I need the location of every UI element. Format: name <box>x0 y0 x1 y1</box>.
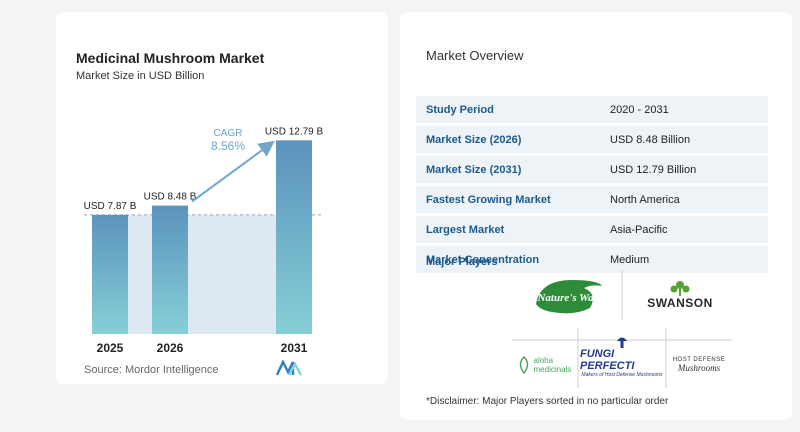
bar-2031 <box>276 140 312 334</box>
market-overview-panel: Market Overview Study Period 2020 - 2031… <box>400 12 792 420</box>
table-row: Fastest Growing Market North America <box>416 184 768 216</box>
table-row: Market Size (2031) USD 12.79 Billion <box>416 154 768 186</box>
row-label: Market Size (2026) <box>416 124 600 156</box>
aloha-medicinals-logo: aloha medicinals <box>514 348 576 382</box>
major-players-title: Major Players <box>426 256 498 268</box>
row-label: Market Size (2031) <box>416 154 600 186</box>
leaf-logo-icon <box>519 356 528 374</box>
fungi-perfecti-logo: FUNGI PERFECTI Makers of Host Defense Mu… <box>580 328 664 386</box>
leaf-logo-icon: Nature's Way <box>536 280 602 314</box>
table-row: Market Size (2026) USD 8.48 Billion <box>416 124 768 156</box>
bar-2025 <box>92 214 128 334</box>
row-label: Market Concentration <box>416 244 600 276</box>
table-row: Largest Market Asia-Pacific <box>416 214 768 246</box>
row-label: Study Period <box>416 96 600 126</box>
host-defense-name: HOST DEFENSE <box>672 357 726 363</box>
x-tick-2026: 2026 <box>157 341 184 355</box>
mordor-intelligence-logo-icon <box>276 360 302 376</box>
overview-title: Market Overview <box>426 48 524 63</box>
bar-2026 <box>152 205 188 334</box>
fungi-perfecti-name: FUNGI PERFECTI <box>580 348 635 372</box>
row-value: Medium <box>600 244 768 276</box>
row-value: North America <box>600 184 768 216</box>
mushroom-logo-icon <box>617 337 627 348</box>
disclaimer-text: *Disclaimer: Major Players sorted in no … <box>426 396 669 407</box>
plant-logo-icon <box>670 281 690 296</box>
bar-chart: USD 7.87 B 2025 USD 8.48 B 2026 USD 12.79 B 2… <box>84 126 324 355</box>
x-tick-2031: 2031 <box>281 341 308 355</box>
row-value: USD 8.48 Billion <box>600 124 768 156</box>
row-value: 2020 - 2031 <box>600 96 768 126</box>
data-label-2031: USD 12.79 B <box>265 126 324 137</box>
data-label-2026: USD 8.48 B <box>144 192 197 203</box>
row-value: Asia-Pacific <box>600 214 768 246</box>
row-value: USD 12.79 Billion <box>600 154 768 186</box>
fungi-perfecti-tagline: Makers of Host Defense Mushrooms <box>581 372 663 378</box>
table-row: Study Period 2020 - 2031 <box>416 96 768 126</box>
x-tick-2025: 2025 <box>97 341 124 355</box>
chart-subtitle: Market Size in USD Billion <box>76 70 205 82</box>
swanson-name: SWANSON <box>647 296 713 310</box>
row-label: Fastest Growing Market <box>416 184 600 216</box>
chart-card: Medicinal Mushroom Market Market Size in… <box>56 12 388 384</box>
host-defense-logo: HOST DEFENSE Mushrooms <box>668 348 730 382</box>
natures-way-name: Nature's Way <box>536 292 598 304</box>
cagr-arrow <box>191 140 275 203</box>
aloha-medicinals-name: aloha medicinals <box>533 356 572 374</box>
swanson-logo: SWANSON <box>630 272 730 318</box>
host-defense-sub: Mushrooms <box>677 363 721 373</box>
table-row: Market Concentration Medium <box>416 244 768 276</box>
cagr-label: CAGR <box>214 128 243 139</box>
chart-title: Medicinal Mushroom Market <box>76 50 265 66</box>
player-logos-grid: Nature's Way SWANSON aloha medicinals <box>512 270 732 388</box>
data-label-2025: USD 7.87 B <box>84 201 137 212</box>
natures-way-logo: Nature's Way <box>524 272 614 318</box>
row-label: Largest Market <box>416 214 600 246</box>
overview-table: Study Period 2020 - 2031 Market Size (20… <box>416 96 768 276</box>
cagr-value: 8.56% <box>211 139 245 153</box>
source-note: Source: Mordor Intelligence <box>84 364 219 376</box>
